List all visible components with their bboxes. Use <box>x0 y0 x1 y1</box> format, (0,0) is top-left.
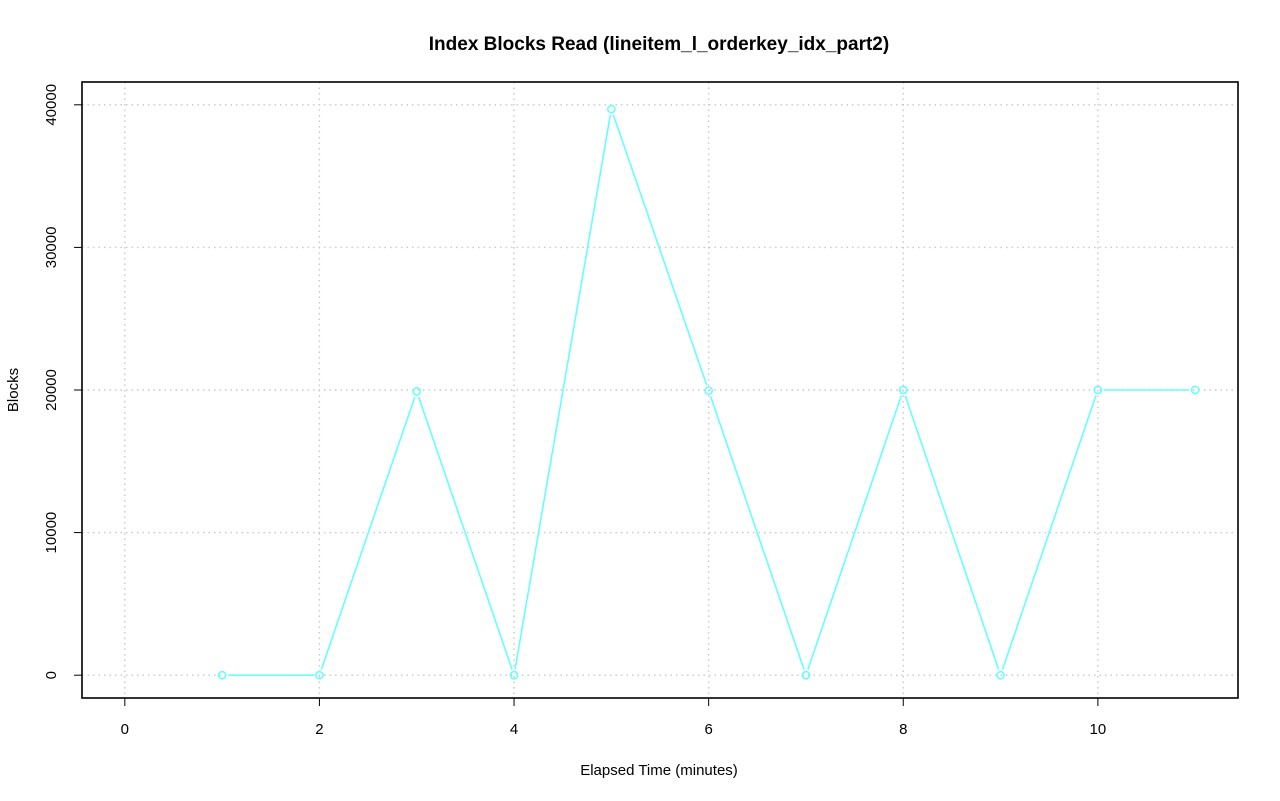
x-tick-label: 10 <box>1090 721 1107 738</box>
y-tick-label: 0 <box>43 671 60 679</box>
data-point <box>509 670 519 680</box>
data-point <box>898 385 908 395</box>
x-tick-label: 8 <box>899 721 907 738</box>
series-line-segment <box>904 395 1000 670</box>
y-axis-label: Blocks <box>5 368 22 412</box>
series-line-segment <box>417 396 513 670</box>
series-line-segment <box>1001 395 1097 670</box>
x-tick-label: 0 <box>121 721 129 738</box>
data-point <box>1190 385 1200 395</box>
y-tick-label: 40000 <box>43 84 60 126</box>
series-line-segment <box>612 114 708 386</box>
chart-title: Index Blocks Read (lineitem_l_orderkey_i… <box>429 34 889 55</box>
plot-frame <box>81 81 1239 699</box>
x-tick-label: 6 <box>704 721 712 738</box>
series-line-segment <box>807 395 903 670</box>
x-axis-label: Elapsed Time (minutes) <box>580 762 738 779</box>
data-point <box>996 670 1005 680</box>
data-point <box>412 387 422 396</box>
data-point <box>1093 385 1103 395</box>
y-tick-label: 30000 <box>43 227 60 269</box>
data-point <box>606 104 616 114</box>
data-point <box>704 386 714 396</box>
y-tick-label: 20000 <box>43 369 60 411</box>
axes: 0 2 4 6 8 10 0 10000 20000 30000 40000 <box>43 84 1106 738</box>
x-tick-label: 4 <box>510 721 518 738</box>
series-group <box>217 104 1200 680</box>
series-line-segment <box>320 396 416 670</box>
data-point <box>217 670 227 680</box>
series-line-segment <box>514 114 612 670</box>
series-line-segment <box>709 396 805 670</box>
data-point <box>315 670 324 680</box>
x-tick-label: 2 <box>315 721 323 738</box>
grid-lines <box>82 82 1238 698</box>
data-point <box>801 670 811 680</box>
y-tick-label: 10000 <box>43 512 60 554</box>
